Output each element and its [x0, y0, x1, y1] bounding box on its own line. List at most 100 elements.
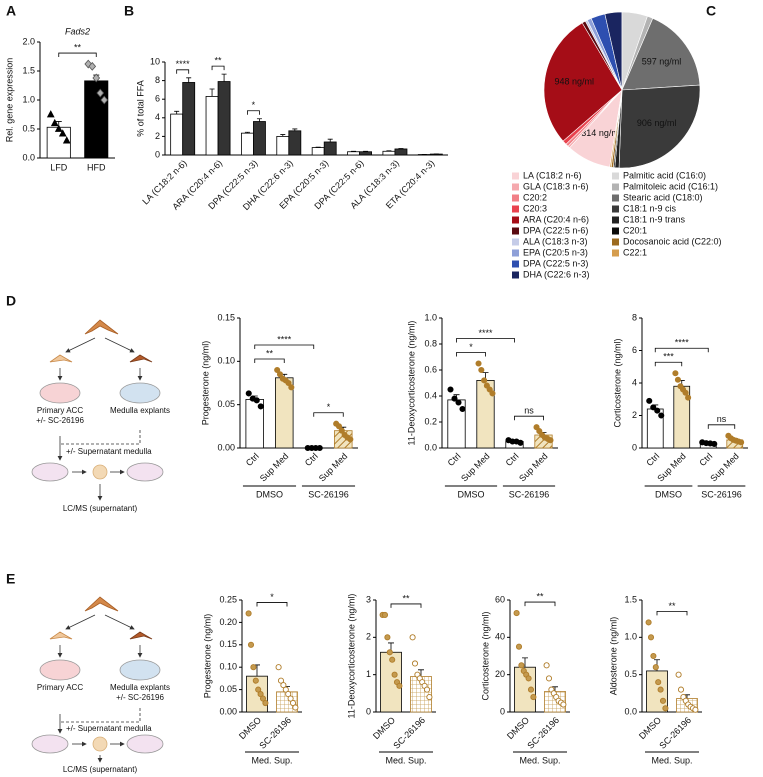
- x-tick-label: Ctrl: [504, 451, 521, 468]
- significance-label: ****: [277, 334, 292, 344]
- significance-label: **: [402, 593, 410, 603]
- y-axis-label: Progesterone (ng/ml): [200, 341, 210, 426]
- significance-label: **: [215, 55, 223, 65]
- data-point: [672, 370, 679, 377]
- y-tick-label: 0.05: [219, 684, 237, 694]
- legend-swatch: [512, 216, 519, 224]
- data-point: [657, 686, 664, 693]
- panel-label: D: [6, 293, 16, 309]
- data-point: [253, 397, 260, 404]
- legend-label: C18:1 n-9 trans: [623, 214, 686, 224]
- x-tick-label: Ctrl: [303, 451, 320, 468]
- y-tick-label: 0.4: [424, 390, 437, 400]
- panel-label: A: [6, 3, 16, 19]
- legend-swatch: [612, 183, 619, 191]
- data-point: [92, 73, 101, 83]
- panel-label: E: [6, 571, 15, 587]
- legend-swatch: [512, 183, 519, 191]
- x-tick-label: SC-26196: [391, 715, 427, 751]
- data-point: [662, 705, 669, 712]
- significance-bracket: [656, 611, 688, 616]
- error-bar: [209, 88, 215, 97]
- y-axis-label: % of total FFA: [135, 80, 145, 137]
- pie-slice: [543, 22, 623, 142]
- error-bar: [292, 128, 298, 131]
- y-tick-label: 1.0: [424, 312, 437, 322]
- data-point: [475, 360, 482, 367]
- data-point: [58, 129, 67, 137]
- data-point: [245, 390, 252, 397]
- data-point: [451, 395, 458, 402]
- data-point: [692, 706, 699, 713]
- data-point: [682, 389, 689, 396]
- group-label: Med. Sup.: [251, 755, 292, 765]
- y-tick-label: 2: [366, 632, 371, 642]
- data-point: [650, 652, 657, 660]
- data-point: [459, 405, 466, 413]
- data-point: [50, 118, 59, 127]
- data-point: [517, 439, 524, 446]
- schematic-text: +/- Supernatant medulla: [66, 447, 152, 456]
- significance-label: *: [252, 100, 256, 110]
- legend-swatch: [612, 227, 619, 235]
- error-bar: [327, 138, 333, 142]
- data-point: [316, 444, 323, 452]
- y-axis-label: Corticosterone (ng/ml): [480, 611, 490, 700]
- significance-bracket: [247, 110, 260, 115]
- significance-bracket: [176, 69, 190, 74]
- error-bar: [244, 131, 250, 134]
- significance-bracket: [707, 424, 736, 429]
- legend-swatch: [612, 205, 619, 213]
- x-tick-label: SC-26196: [657, 715, 693, 751]
- y-tick-label: 6: [632, 345, 637, 355]
- pie-slice: [621, 17, 701, 91]
- group-label: DMSO: [458, 489, 485, 499]
- schematic-e: [31, 596, 164, 763]
- legend-label: DHA (C22:6 n-3): [523, 269, 590, 279]
- y-tick-label: 3: [366, 594, 371, 604]
- bar: [311, 147, 325, 156]
- data-point: [54, 124, 63, 132]
- significance-label: **: [668, 601, 676, 611]
- data-point: [62, 136, 71, 144]
- data-point: [409, 634, 416, 641]
- y-tick-label: 0.00: [219, 706, 237, 716]
- schematic-text: +/- Supernatant medulla: [66, 724, 152, 733]
- y-tick-label: 0.0: [22, 152, 35, 162]
- schematic-d: [31, 319, 164, 501]
- significance-label: ns: [524, 406, 534, 416]
- data-point: [650, 404, 657, 411]
- group-label: Med. Sup.: [519, 755, 560, 765]
- data-point: [645, 619, 652, 626]
- y-axis-label: 11-Deoxycorticosterone (ng/ml): [346, 594, 356, 719]
- significance-label: **: [266, 348, 274, 358]
- y-tick-label: 2.0: [22, 36, 35, 46]
- legend-label: DPA (C22:5 n-3): [523, 258, 588, 268]
- legend-swatch: [612, 172, 619, 180]
- legend-label: Docosanoic acid (C22:0): [623, 236, 722, 246]
- error-bar: [418, 669, 424, 677]
- legend-label: C22:1: [623, 247, 647, 257]
- data-point: [347, 436, 354, 443]
- significance-bracket: [58, 52, 97, 58]
- y-tick-label: 0.6: [424, 364, 437, 374]
- significance-bracket: [456, 352, 486, 357]
- y-tick-label: 0.5: [22, 123, 35, 133]
- group-label: DMSO: [655, 489, 682, 499]
- x-tick-label: DMSO: [505, 715, 531, 741]
- y-tick-label: 8: [155, 75, 160, 85]
- group-label: SC-26196: [509, 489, 550, 499]
- chart-title: Fads2: [65, 26, 90, 36]
- data-point: [543, 662, 550, 669]
- data-point: [515, 643, 523, 650]
- data-point: [527, 686, 535, 693]
- y-axis-label: Aldosterone (ng/ml): [608, 617, 618, 696]
- data-point: [381, 611, 389, 618]
- legend-swatch: [512, 172, 519, 180]
- significance-label: ***: [663, 352, 674, 362]
- x-tick-label: Sup Med: [517, 451, 550, 484]
- data-point: [384, 634, 391, 641]
- x-tick-label: DMSO: [371, 715, 397, 741]
- x-tick-label: HFD: [87, 162, 106, 172]
